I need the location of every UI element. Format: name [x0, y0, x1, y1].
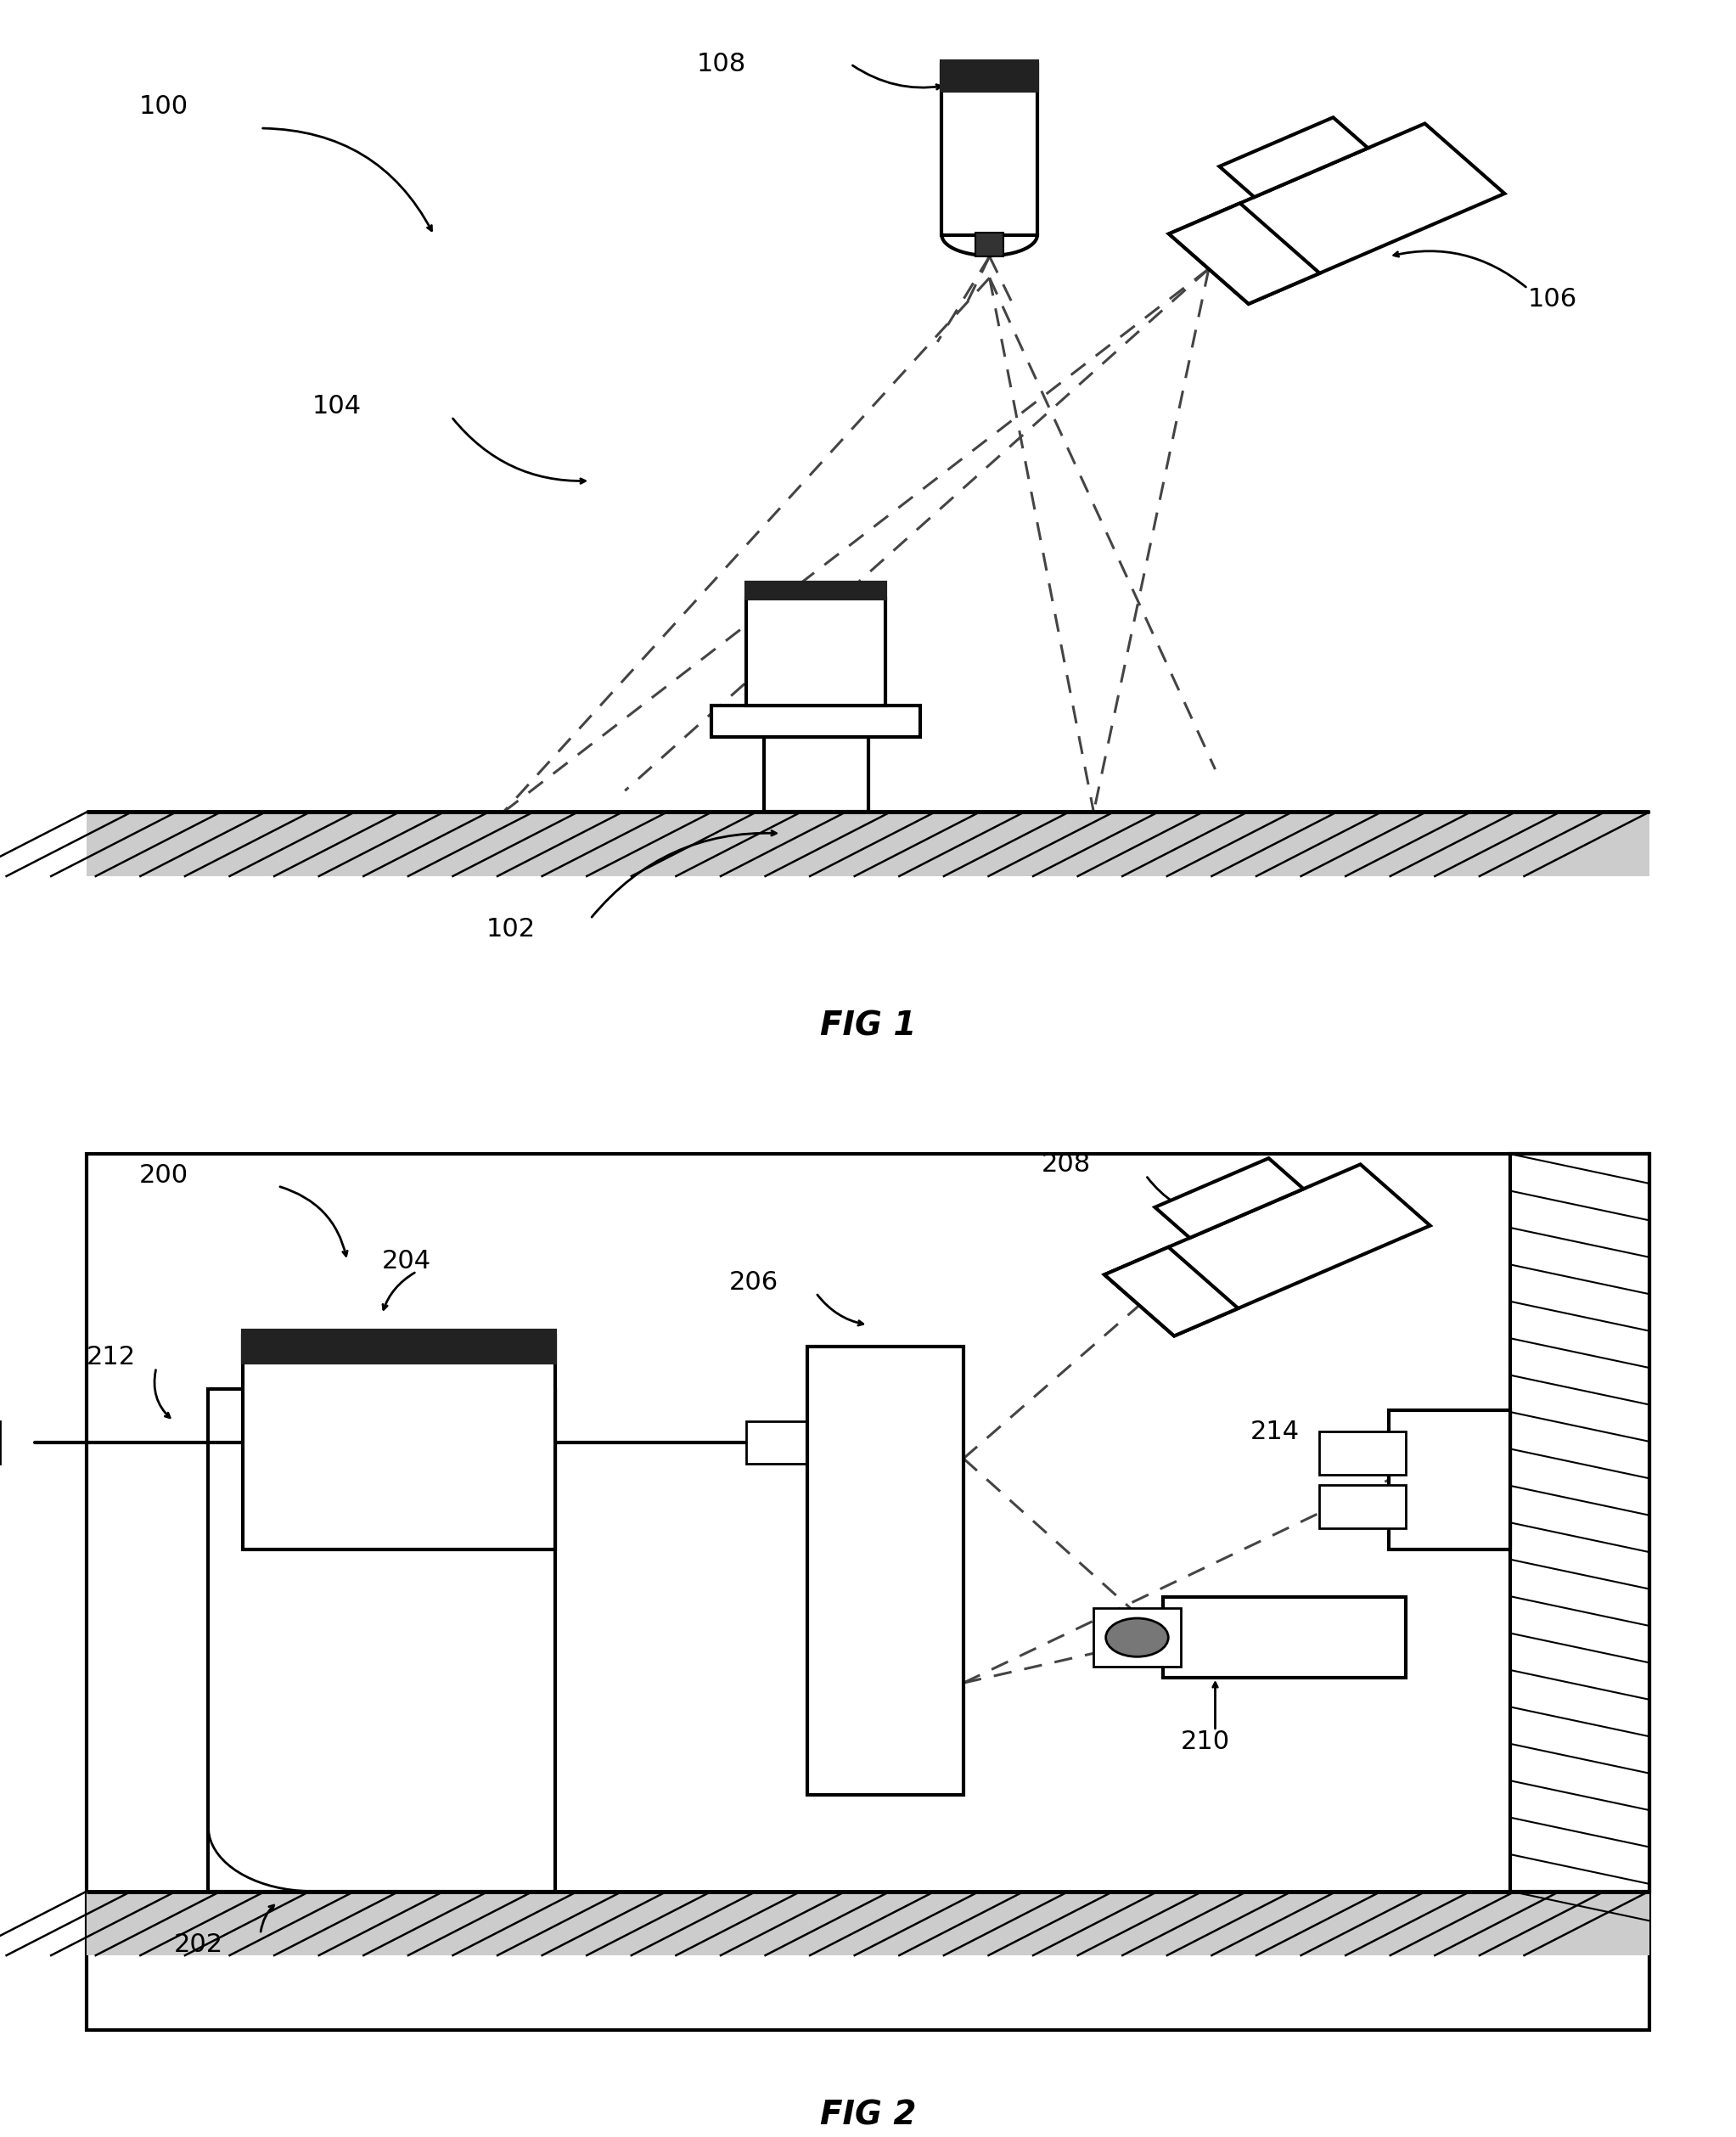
Bar: [1094, 1607, 1180, 1667]
Polygon shape: [1104, 1165, 1430, 1336]
Bar: [87, 812, 1649, 876]
Bar: [807, 1346, 963, 1795]
Bar: [746, 598, 885, 705]
Text: 108: 108: [698, 51, 746, 77]
Bar: [87, 1154, 1649, 2030]
Bar: [746, 1421, 807, 1464]
Bar: [1319, 1485, 1406, 1528]
Text: 206: 206: [729, 1269, 778, 1295]
Text: 202: 202: [174, 1932, 222, 1957]
Bar: [764, 737, 868, 812]
Polygon shape: [1168, 124, 1505, 303]
Text: 106: 106: [1528, 286, 1576, 312]
Bar: [746, 581, 885, 598]
Bar: [243, 1336, 556, 1549]
Bar: [243, 1329, 556, 1363]
Text: FIG 1: FIG 1: [819, 1009, 917, 1043]
Bar: [1319, 1432, 1406, 1475]
Text: 204: 204: [382, 1248, 431, 1274]
Bar: [1389, 1410, 1510, 1549]
Text: 214: 214: [1250, 1419, 1299, 1445]
Bar: [941, 64, 1036, 235]
Bar: [976, 233, 1003, 256]
Bar: [1510, 1154, 1649, 1891]
Bar: [1163, 1596, 1406, 1678]
Text: 100: 100: [139, 94, 187, 120]
Text: 208: 208: [1042, 1152, 1090, 1177]
Text: 102: 102: [486, 917, 535, 942]
Polygon shape: [1219, 118, 1368, 197]
Bar: [712, 705, 920, 737]
Polygon shape: [1104, 1248, 1238, 1336]
Bar: [941, 60, 1036, 90]
Polygon shape: [1154, 1158, 1304, 1237]
Text: 104: 104: [312, 393, 361, 419]
Bar: [87, 1891, 1649, 1955]
Circle shape: [1106, 1618, 1168, 1656]
Text: 200: 200: [139, 1163, 187, 1188]
Text: FIG 2: FIG 2: [819, 2099, 917, 2133]
Text: 212: 212: [87, 1344, 135, 1370]
Polygon shape: [1168, 203, 1319, 303]
Bar: [208, 1389, 556, 1891]
Text: 210: 210: [1180, 1729, 1229, 1754]
